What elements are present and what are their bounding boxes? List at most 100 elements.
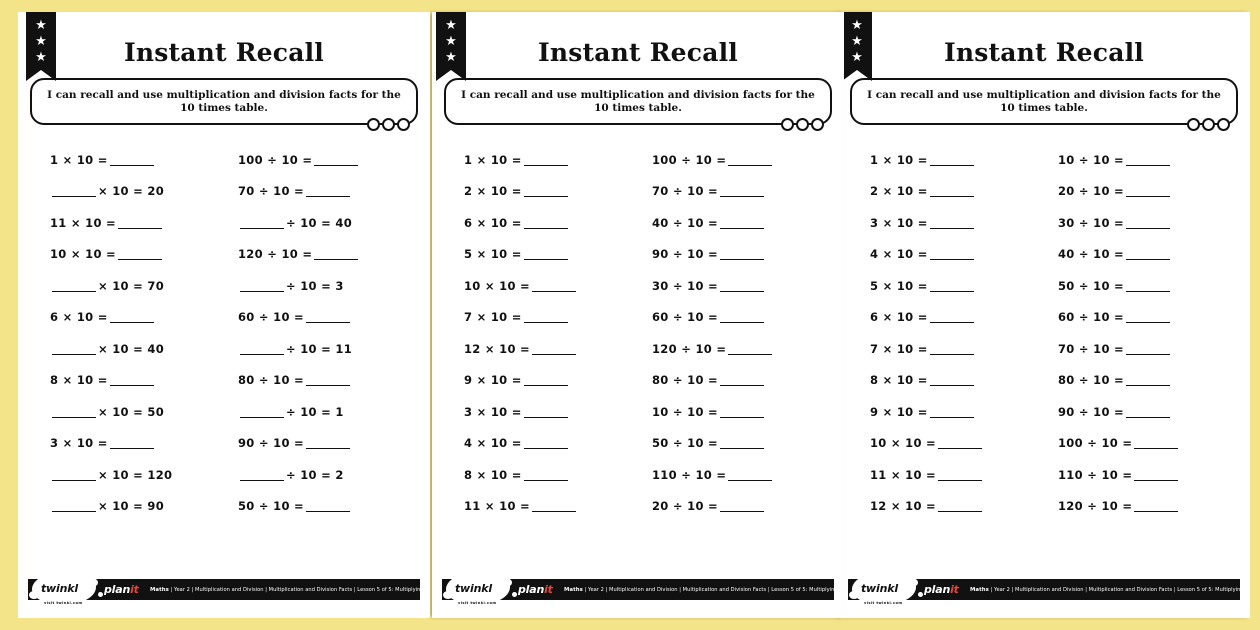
difficulty-dot[interactable] <box>796 118 809 131</box>
answer-blank[interactable] <box>52 343 96 355</box>
answer-blank[interactable] <box>929 406 974 418</box>
answer-blank[interactable] <box>306 374 350 387</box>
difficulty-dot[interactable] <box>367 118 380 131</box>
answer-blank[interactable] <box>240 469 284 481</box>
difficulty-dot[interactable] <box>811 118 824 131</box>
answer-blank[interactable] <box>720 248 764 261</box>
answer-blank[interactable] <box>1126 374 1170 387</box>
answer-blank[interactable] <box>118 217 162 229</box>
answer-blank[interactable] <box>938 437 982 450</box>
answer-blank[interactable] <box>1126 217 1170 229</box>
answer-blank[interactable] <box>523 437 568 450</box>
answer-blank[interactable] <box>523 311 568 324</box>
question-columns: 1 × 10 = 2 × 10 = 6 × 10 = 5 × 10 = 10 ×… <box>432 144 844 522</box>
difficulty-dot[interactable] <box>1187 118 1200 131</box>
answer-blank[interactable] <box>1126 406 1170 418</box>
question-line: 11 × 10 = <box>464 491 638 523</box>
answer-blank[interactable] <box>52 185 96 198</box>
answer-blank[interactable] <box>306 311 350 324</box>
answer-blank[interactable] <box>523 248 568 261</box>
answer-blank[interactable] <box>720 406 764 418</box>
answer-blank[interactable] <box>532 500 576 513</box>
answer-blank[interactable] <box>929 311 974 324</box>
answer-blank[interactable] <box>720 374 764 387</box>
answer-blank[interactable] <box>109 154 154 166</box>
question-text: 10 × 10 = <box>870 436 936 451</box>
question-text: 6 × 10 = <box>870 310 928 325</box>
difficulty-dot[interactable] <box>1217 118 1230 131</box>
answer-blank[interactable] <box>1134 500 1179 513</box>
question-line: 7 × 10 = <box>464 302 638 334</box>
difficulty-dot[interactable] <box>397 118 410 131</box>
question-text: × 10 = 40 <box>98 341 164 356</box>
difficulty-dot[interactable] <box>1202 118 1215 131</box>
answer-blank[interactable] <box>1126 248 1170 261</box>
answer-blank[interactable] <box>240 343 284 355</box>
difficulty-dot[interactable] <box>781 118 794 131</box>
answer-blank[interactable] <box>720 185 764 198</box>
answer-blank[interactable] <box>929 154 974 166</box>
star-icon: ★ <box>35 17 47 32</box>
question-line: ÷ 10 = 40 <box>238 207 430 239</box>
answer-blank[interactable] <box>720 217 764 229</box>
question-text: × 10 = 50 <box>98 404 164 419</box>
answer-blank[interactable] <box>532 343 576 355</box>
answer-blank[interactable] <box>523 374 568 387</box>
question-line: 2 × 10 = <box>464 176 638 208</box>
answer-blank[interactable] <box>118 248 162 261</box>
answer-blank[interactable] <box>240 217 284 229</box>
answer-blank[interactable] <box>720 311 764 324</box>
answer-blank[interactable] <box>52 280 96 292</box>
answer-blank[interactable] <box>728 154 773 166</box>
answer-blank[interactable] <box>1126 311 1170 324</box>
answer-blank[interactable] <box>52 469 96 481</box>
answer-blank[interactable] <box>720 280 764 292</box>
answer-blank[interactable] <box>720 437 764 450</box>
answer-blank[interactable] <box>314 248 359 261</box>
question-line: ÷ 10 = 11 <box>238 333 430 365</box>
answer-blank[interactable] <box>720 500 764 513</box>
answer-blank[interactable] <box>523 217 568 229</box>
answer-blank[interactable] <box>929 280 974 292</box>
answer-blank[interactable] <box>52 500 96 513</box>
answer-blank[interactable] <box>938 469 982 481</box>
answer-blank[interactable] <box>532 280 576 292</box>
answer-blank[interactable] <box>109 437 154 450</box>
objective-text: I can recall and use multiplication and … <box>47 88 401 114</box>
answer-blank[interactable] <box>306 437 350 450</box>
answer-blank[interactable] <box>1126 280 1170 292</box>
answer-blank[interactable] <box>523 469 568 481</box>
answer-blank[interactable] <box>306 185 350 198</box>
answer-blank[interactable] <box>938 500 982 513</box>
answer-blank[interactable] <box>109 311 154 324</box>
answer-blank[interactable] <box>929 217 974 229</box>
difficulty-dot[interactable] <box>382 118 395 131</box>
objective-text: I can recall and use multiplication and … <box>867 88 1221 114</box>
answer-blank[interactable] <box>314 154 359 166</box>
question-line: 50 ÷ 10 = <box>652 428 844 460</box>
answer-blank[interactable] <box>929 374 974 387</box>
answer-blank[interactable] <box>523 185 568 198</box>
answer-blank[interactable] <box>306 500 350 513</box>
answer-blank[interactable] <box>1134 437 1179 450</box>
answer-blank[interactable] <box>240 280 284 292</box>
answer-blank[interactable] <box>929 343 974 355</box>
question-text: 12 × 10 = <box>870 499 936 514</box>
answer-blank[interactable] <box>929 185 974 198</box>
answer-blank[interactable] <box>523 406 568 418</box>
answer-blank[interactable] <box>240 406 284 418</box>
answer-blank[interactable] <box>109 374 154 387</box>
answer-blank[interactable] <box>929 248 974 261</box>
answer-blank[interactable] <box>1126 185 1170 198</box>
answer-blank[interactable] <box>1134 469 1179 481</box>
answer-blank[interactable] <box>1126 154 1170 166</box>
answer-blank[interactable] <box>1126 343 1170 355</box>
answer-blank[interactable] <box>52 406 96 418</box>
answer-blank[interactable] <box>728 343 773 355</box>
difficulty-dots <box>367 118 410 131</box>
question-line: × 10 = 70 <box>50 270 224 302</box>
answer-blank[interactable] <box>523 154 568 166</box>
question-line: 50 ÷ 10 = <box>238 491 430 523</box>
logo-splat-blob <box>918 592 923 597</box>
answer-blank[interactable] <box>728 469 773 481</box>
